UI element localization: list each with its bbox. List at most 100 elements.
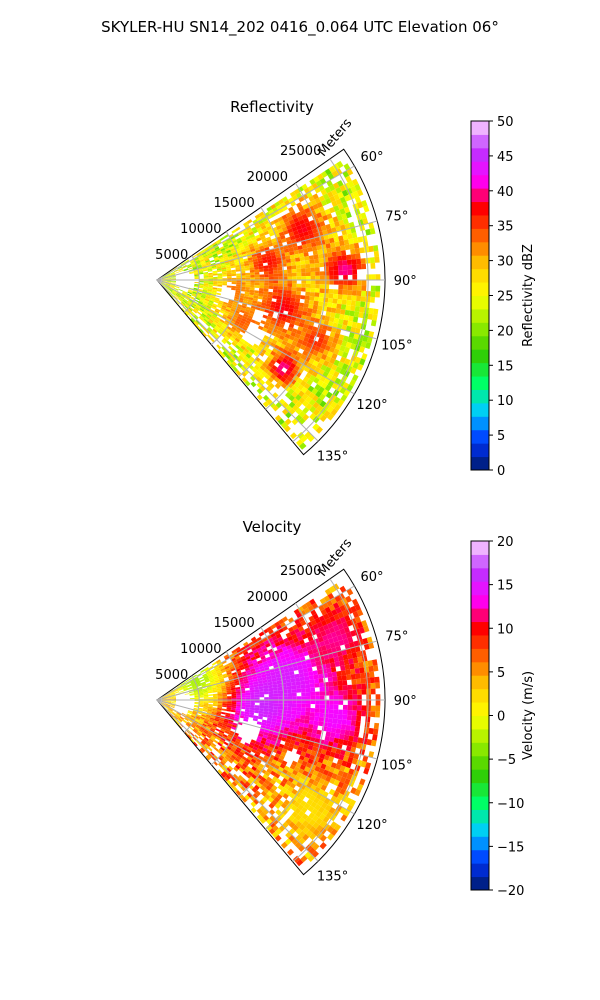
radar-cell <box>315 733 321 740</box>
radar-cell <box>278 231 285 237</box>
radar-cell <box>226 724 232 729</box>
radar-cell <box>222 703 227 706</box>
radar-cell <box>315 660 321 667</box>
colorbar-step <box>471 863 489 878</box>
radar-cell <box>208 275 214 278</box>
radar-cell <box>351 374 359 382</box>
radar-cell <box>198 690 204 693</box>
radar-cell <box>317 799 324 807</box>
radar-cell <box>194 734 199 739</box>
radar-cell <box>270 342 276 348</box>
radar-cell <box>200 725 206 730</box>
radar-cell <box>298 626 305 632</box>
radar-cell <box>324 238 330 245</box>
radar-cell <box>356 295 362 302</box>
radar-cell <box>171 292 175 296</box>
radar-cell <box>341 255 347 261</box>
radar-cell <box>333 685 339 691</box>
radar-cell <box>263 288 269 292</box>
radar-cell <box>291 817 299 825</box>
radar-cell <box>286 290 292 295</box>
radar-cell <box>342 680 348 686</box>
radar-cell <box>344 643 351 650</box>
radar-cell <box>161 275 166 278</box>
radar-cell <box>285 236 291 242</box>
radar-cell <box>220 746 225 752</box>
radar-cell <box>311 732 317 738</box>
radar-cell <box>226 692 232 695</box>
radar-cell <box>286 713 292 718</box>
radar-cell <box>266 790 273 797</box>
radar-cell <box>336 214 343 221</box>
radar-cell <box>297 186 304 193</box>
radar-cell <box>210 324 216 329</box>
radar-cell <box>205 297 210 301</box>
radar-cell <box>273 638 279 644</box>
radar-cell <box>350 248 356 255</box>
radar-cell <box>216 688 222 691</box>
radar-cell <box>236 277 241 280</box>
radar-cell <box>272 684 278 688</box>
radar-cell <box>269 809 276 816</box>
radar-cell <box>338 318 344 325</box>
radar-cell <box>263 640 270 645</box>
radar-cell <box>268 353 275 360</box>
radar-cell <box>305 707 311 713</box>
radar-cell <box>351 232 358 239</box>
radar-cell <box>271 737 277 742</box>
radar-cell <box>213 739 219 744</box>
radar-cell <box>350 253 356 260</box>
radar-cell <box>261 256 267 261</box>
radar-cell <box>272 767 278 773</box>
radar-cell <box>228 257 234 261</box>
radar-cell <box>354 196 362 204</box>
radar-cell <box>331 747 337 753</box>
radar-cell <box>350 185 357 193</box>
radar-cell <box>204 668 210 672</box>
radar-cell <box>247 257 253 261</box>
radar-cell <box>303 802 311 810</box>
radar-cell <box>268 382 275 389</box>
radar-cell <box>201 740 206 745</box>
radar-cell <box>290 258 296 263</box>
radar-cell <box>263 285 269 289</box>
radar-cell <box>240 284 246 287</box>
radar-cell <box>345 211 352 219</box>
radar-cell <box>223 312 229 316</box>
radar-cell <box>373 250 380 258</box>
radar-cell <box>217 691 223 694</box>
radar-cell <box>312 394 319 402</box>
radar-cell <box>276 624 283 631</box>
radar-cell <box>314 765 321 772</box>
radar-cell <box>280 352 287 358</box>
radar-cell <box>218 674 224 679</box>
radar-cell <box>306 798 314 806</box>
radar-cell <box>349 379 356 387</box>
radar-cell <box>175 714 180 718</box>
radar-cell <box>267 258 273 263</box>
radar-cell <box>219 718 225 722</box>
radar-cell <box>265 303 271 308</box>
radar-cell <box>222 313 228 318</box>
radar-cell <box>243 260 249 264</box>
radar-cell <box>312 250 318 256</box>
radar-cell <box>170 272 175 275</box>
radar-cell <box>217 704 223 707</box>
radar-cell <box>165 694 171 697</box>
radar-cell <box>217 273 223 276</box>
radar-cell <box>216 292 221 296</box>
radar-cell <box>302 827 310 834</box>
radar-cell <box>308 675 314 680</box>
radar-cell <box>301 760 308 767</box>
radar-cell <box>356 609 364 617</box>
radar-cell <box>249 760 255 766</box>
radar-cell <box>273 280 279 284</box>
radar-cell <box>245 697 251 700</box>
radar-cell <box>243 651 249 656</box>
radar-cell <box>233 300 239 304</box>
radar-cell <box>205 249 211 254</box>
radar-cell <box>319 400 327 408</box>
radar-cell <box>214 309 220 314</box>
radar-cell <box>335 748 342 755</box>
radar-cell <box>237 659 243 664</box>
